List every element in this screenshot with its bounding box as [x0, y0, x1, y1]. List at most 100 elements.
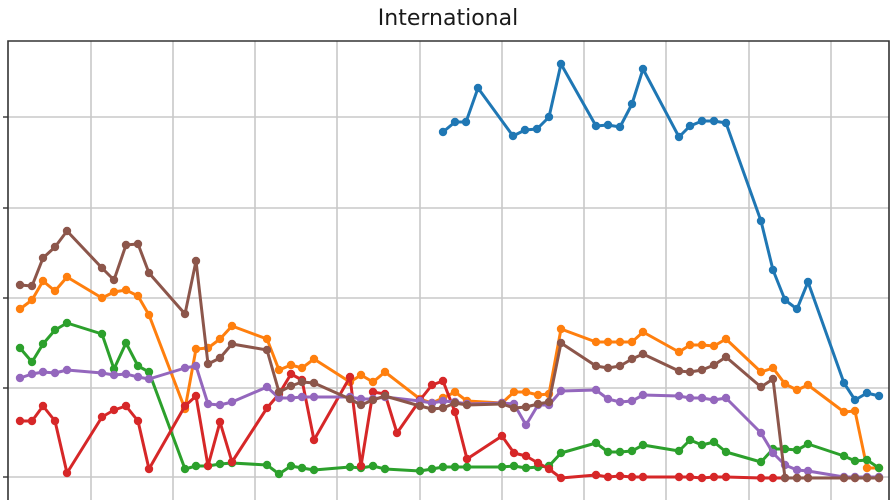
- data-point: [721, 118, 731, 128]
- data-point: [521, 420, 531, 430]
- data-point: [591, 385, 601, 395]
- data-point: [615, 397, 625, 407]
- data-point: [309, 435, 319, 445]
- data-point: [450, 407, 460, 417]
- data-point: [768, 374, 778, 384]
- data-point: [674, 132, 684, 142]
- data-point: [521, 463, 531, 473]
- data-point: [792, 445, 802, 455]
- data-point: [533, 390, 543, 400]
- data-point: [62, 468, 72, 478]
- data-point: [685, 435, 695, 445]
- data-point: [697, 365, 707, 375]
- data-point: [144, 367, 154, 377]
- data-point: [286, 360, 296, 370]
- axes-spines: [7, 40, 890, 500]
- data-point: [792, 473, 802, 483]
- data-point: [839, 378, 849, 388]
- data-point: [438, 127, 448, 137]
- data-point: [38, 401, 48, 411]
- data-point: [133, 372, 143, 382]
- data-point: [768, 363, 778, 373]
- data-point: [50, 368, 60, 378]
- data-point: [309, 465, 319, 475]
- data-point: [450, 462, 460, 472]
- data-point: [685, 472, 695, 482]
- data-point: [109, 364, 119, 374]
- data-point: [603, 394, 613, 404]
- data-point: [286, 393, 296, 403]
- data-point: [227, 397, 237, 407]
- data-point: [556, 338, 566, 348]
- series-group: [15, 59, 884, 483]
- data-point: [191, 391, 201, 401]
- data-point: [874, 391, 884, 401]
- data-point: [768, 473, 778, 483]
- data-point: [38, 367, 48, 377]
- data-point: [709, 395, 719, 405]
- data-point: [203, 461, 213, 471]
- data-point: [627, 396, 637, 406]
- series-line: [441, 62, 881, 402]
- data-point: [756, 382, 766, 392]
- data-point: [133, 361, 143, 371]
- data-point: [415, 401, 425, 411]
- data-point: [638, 472, 648, 482]
- data-point: [862, 473, 872, 483]
- data-point: [533, 458, 543, 468]
- data-point: [215, 459, 225, 469]
- data-point: [262, 403, 272, 413]
- data-point: [521, 451, 531, 461]
- data-point: [121, 285, 131, 295]
- data-point: [50, 242, 60, 252]
- data-point: [768, 448, 778, 458]
- data-point: [862, 455, 872, 465]
- data-point: [509, 461, 519, 471]
- data-point: [556, 386, 566, 396]
- data-point: [38, 276, 48, 286]
- data-point: [191, 461, 201, 471]
- data-point: [191, 344, 201, 354]
- data-point: [697, 473, 707, 483]
- series-line: [18, 229, 881, 480]
- data-point: [533, 399, 543, 409]
- data-point: [627, 99, 637, 109]
- data-point: [756, 473, 766, 483]
- data-point: [697, 393, 707, 403]
- data-point: [121, 369, 131, 379]
- data-point: [27, 295, 37, 305]
- data-point: [638, 440, 648, 450]
- data-point: [709, 116, 719, 126]
- data-point: [462, 454, 472, 464]
- data-point: [556, 59, 566, 69]
- data-point: [591, 438, 601, 448]
- data-point: [97, 368, 107, 378]
- data-point: [615, 447, 625, 457]
- data-point: [144, 310, 154, 320]
- data-point: [144, 464, 154, 474]
- data-point: [521, 402, 531, 412]
- data-point: [27, 416, 37, 426]
- data-point: [121, 401, 131, 411]
- data-point: [803, 466, 813, 476]
- data-point: [121, 240, 131, 250]
- data-point: [615, 122, 625, 132]
- data-point: [262, 334, 272, 344]
- data-point: [50, 416, 60, 426]
- data-point: [792, 304, 802, 314]
- data-point: [227, 339, 237, 349]
- data-point: [685, 121, 695, 131]
- data-point: [191, 256, 201, 266]
- data-point: [591, 470, 601, 480]
- data-point: [461, 117, 471, 127]
- data-point: [756, 457, 766, 467]
- data-point: [368, 461, 378, 471]
- series-blue: [438, 59, 884, 405]
- data-point: [345, 394, 355, 404]
- data-point: [850, 473, 860, 483]
- data-point: [603, 447, 613, 457]
- data-point: [509, 403, 519, 413]
- data-point: [450, 117, 460, 127]
- data-point: [462, 400, 472, 410]
- y-ticks: [3, 116, 8, 478]
